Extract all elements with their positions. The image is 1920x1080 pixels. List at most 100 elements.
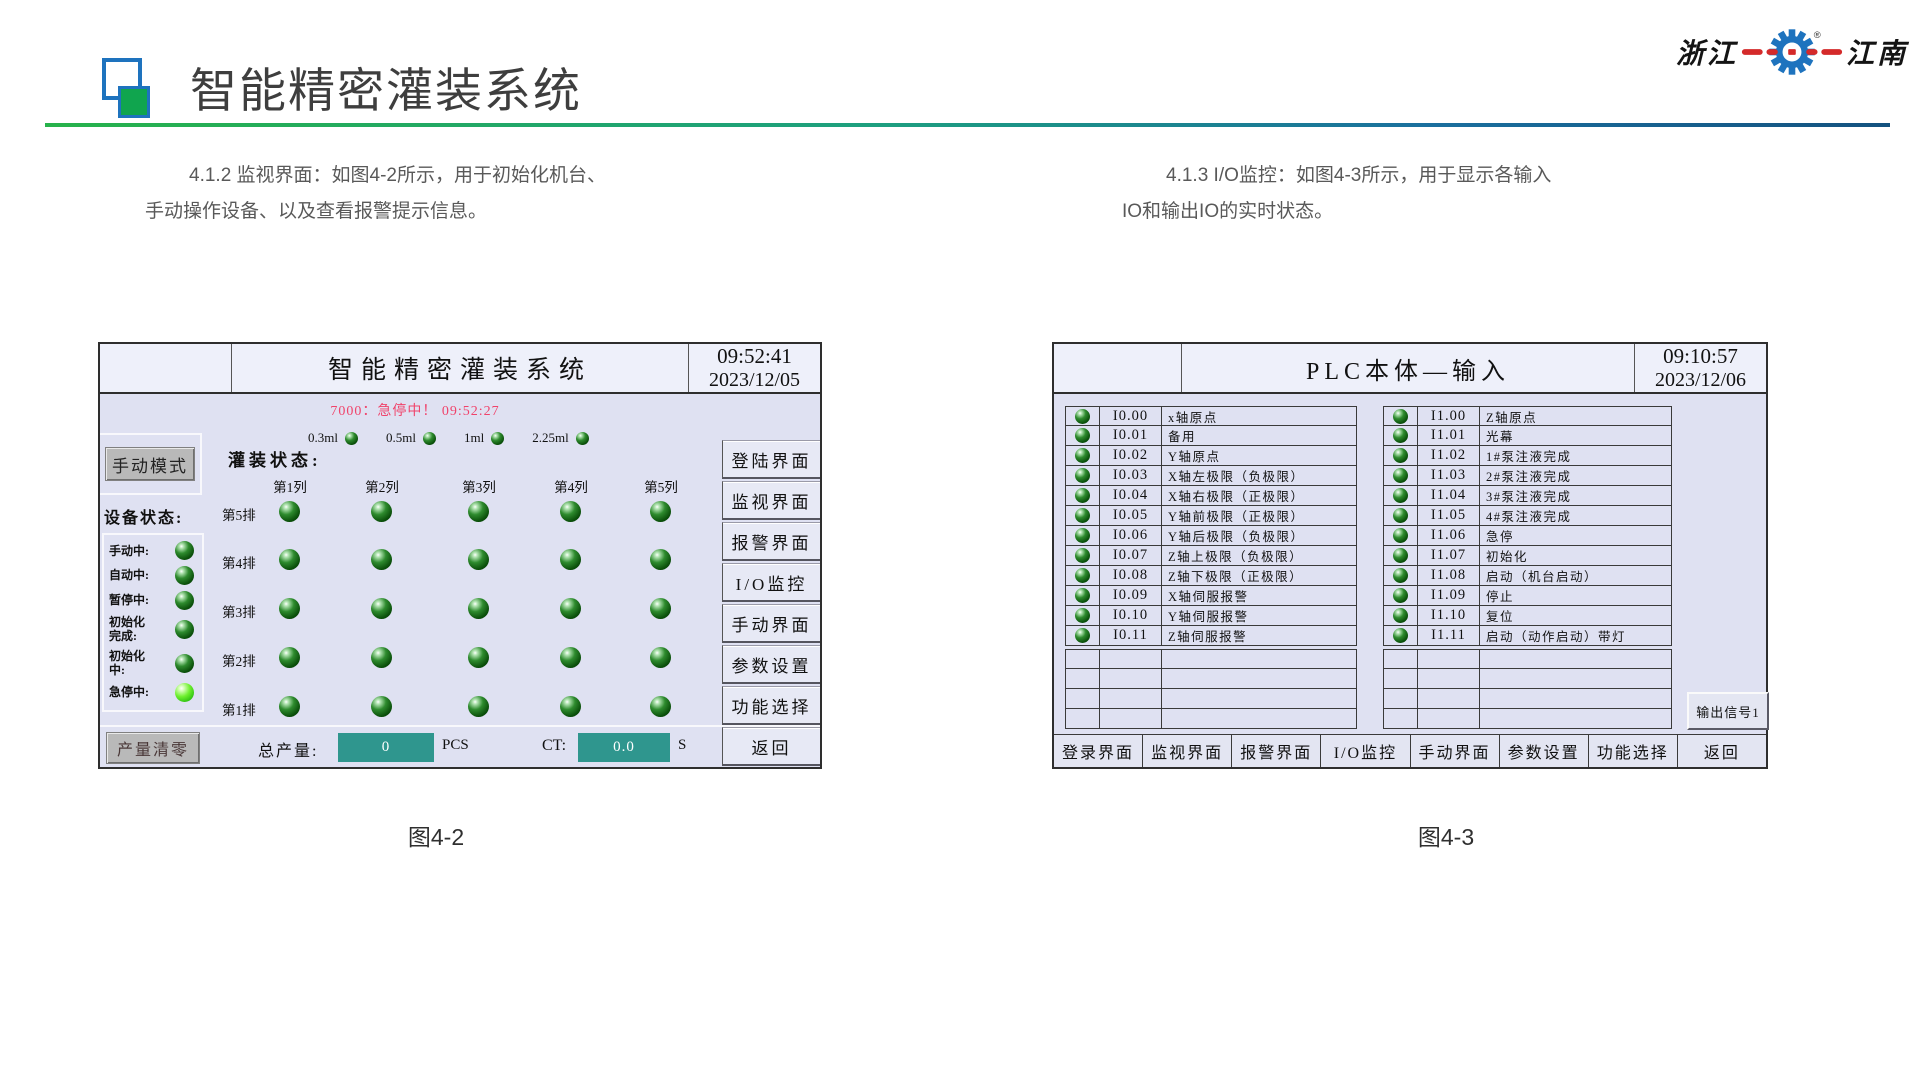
io-empty-rows (1065, 649, 1357, 729)
io-description: 2#泵注液完成 (1486, 470, 1572, 484)
io-row: I1.09 停止 (1383, 586, 1672, 606)
io-address: I1.03 (1418, 466, 1480, 485)
status-row: 暂停中: (109, 590, 194, 610)
io-description: X轴左极限（负极限） (1168, 470, 1305, 484)
menu-button[interactable]: 监视界面 (722, 481, 820, 520)
io-empty-row (1383, 669, 1672, 689)
registered-mark: ® (1814, 30, 1821, 41)
io-address: I0.06 (1100, 526, 1162, 545)
device-status-panel: 手动中: 自动中: 暂停中: 初始化完成: (102, 533, 204, 712)
title-divider (45, 123, 1890, 127)
header-blank-cell (100, 344, 232, 392)
filling-row: 第4排 (220, 546, 720, 574)
io-description: 急停 (1486, 530, 1515, 544)
io-row: I1.01 光幕 (1383, 426, 1672, 446)
filling-led-indicator (560, 501, 581, 522)
io-empty-row (1065, 649, 1357, 669)
clock: 09:52:41 2023/12/05 (688, 344, 820, 392)
menu-button[interactable]: 手动界面 (1411, 735, 1500, 767)
io-address: I1.09 (1418, 586, 1480, 605)
column-header: 第4列 (554, 480, 588, 495)
io-led-cell (1066, 546, 1100, 565)
filling-led-indicator (650, 696, 671, 717)
io-address: I1.00 (1418, 407, 1480, 425)
io-led-indicator (1393, 528, 1408, 543)
clear-production-button[interactable]: 产量清零 (106, 732, 200, 764)
menu-button[interactable]: 参数设置 (722, 645, 820, 684)
logo-inner-square (118, 86, 150, 118)
spec-indicator-row: 0.3ml 0.5ml 1ml 2.25ml (308, 430, 617, 446)
io-empty-row (1383, 649, 1672, 669)
status-led-indicator (175, 619, 194, 639)
clock-time: 09:52:41 (717, 344, 792, 368)
column-header: 第3列 (462, 480, 496, 495)
cycle-time-label: CT: (542, 737, 567, 754)
io-address: I0.04 (1100, 486, 1162, 505)
menu-button[interactable]: 登陆界面 (722, 440, 820, 479)
io-address: I0.01 (1100, 426, 1162, 445)
menu-button[interactable]: 功能选择 (722, 686, 820, 725)
io-address: I0.00 (1100, 407, 1162, 425)
status-label: 暂停中: (109, 593, 149, 608)
spec-led-indicator (422, 431, 436, 445)
menu-button[interactable]: 功能选择 (1589, 735, 1678, 767)
io-row: I1.04 3#泵注液完成 (1383, 486, 1672, 506)
io-led-indicator (1075, 608, 1090, 623)
filling-led-indicator (279, 549, 300, 570)
spec-label: 2.25ml (532, 430, 569, 445)
io-address: I0.02 (1100, 446, 1162, 465)
menu-button[interactable]: 报警界面 (1232, 735, 1322, 767)
menu-button[interactable]: 监视界面 (1143, 735, 1233, 767)
filling-led-indicator (468, 501, 489, 522)
menu-button[interactable]: I/O监控 (1321, 735, 1411, 767)
io-rows: I1.00 Z轴原点 I1.01 光幕 I1.02 1#泵注液完成 (1383, 406, 1672, 646)
filling-led-indicator (468, 549, 489, 570)
menu-button[interactable]: 返回 (1703, 745, 1740, 762)
io-row: I0.00 x轴原点 (1065, 406, 1357, 426)
menu-button[interactable]: I/O监控 (722, 563, 820, 602)
io-description: 1#泵注液完成 (1486, 450, 1572, 464)
io-row: I1.05 4#泵注液完成 (1383, 506, 1672, 526)
filling-led-indicator (560, 549, 581, 570)
io-description: 启动（机台启动） (1486, 570, 1599, 584)
io-led-indicator (1075, 428, 1090, 443)
clock-time: 09:10:57 (1663, 344, 1738, 368)
menu-button[interactable]: 报警界面 (722, 522, 820, 561)
output-signal-button[interactable]: 输出信号1 (1687, 692, 1769, 730)
io-table-inputs-0: I0.00 x轴原点 I0.01 备用 I0.02 Y轴原点 (1065, 406, 1357, 729)
overlapping-squares-icon (102, 58, 158, 122)
io-led-cell (1066, 407, 1100, 425)
spec-led-indicator (344, 431, 358, 445)
io-table-inputs-1: I1.00 Z轴原点 I1.01 光幕 I1.02 1#泵注液完成 (1383, 406, 1672, 729)
row-label: 第3排 (222, 605, 256, 620)
io-address: I1.10 (1418, 606, 1480, 625)
menu-button[interactable]: 登录界面 (1054, 735, 1144, 767)
filling-row: 第1排 (220, 693, 720, 721)
figure-caption: 图4-2 (407, 824, 465, 850)
io-led-indicator (1393, 568, 1408, 583)
row-label: 第2排 (222, 654, 256, 669)
filling-led-indicator (279, 501, 300, 522)
menu-button[interactable]: 返回 (722, 727, 820, 766)
side-menu: 登陆界面 监视界面 报警界面 I/O监控 手动界面 参数设置 功能选择 返回 (722, 440, 820, 766)
io-led-cell (1384, 426, 1418, 445)
io-row: I1.10 复位 (1383, 606, 1672, 626)
io-row: I0.03 X轴左极限（负极限） (1065, 466, 1357, 486)
io-description: Z轴上极限（负极限） (1168, 550, 1304, 564)
status-led-indicator (175, 590, 194, 610)
status-row: 手动中: (109, 541, 194, 560)
io-led-cell (1066, 426, 1100, 445)
io-led-indicator (1075, 528, 1090, 543)
spec-item: 0.5ml (386, 430, 436, 446)
io-led-indicator (1393, 548, 1408, 563)
spec-led-indicator (575, 431, 589, 445)
filling-led-indicator (650, 549, 671, 570)
menu-button[interactable]: 参数设置 (1500, 735, 1589, 767)
io-empty-row (1383, 689, 1672, 709)
column-header: 第2列 (365, 480, 399, 495)
filling-led-indicator (468, 598, 489, 619)
menu-button[interactable]: 手动界面 (722, 604, 820, 643)
io-address: I0.09 (1100, 586, 1162, 605)
manual-mode-button[interactable]: 手动模式 (105, 447, 195, 481)
io-row: I1.00 Z轴原点 (1383, 406, 1672, 426)
